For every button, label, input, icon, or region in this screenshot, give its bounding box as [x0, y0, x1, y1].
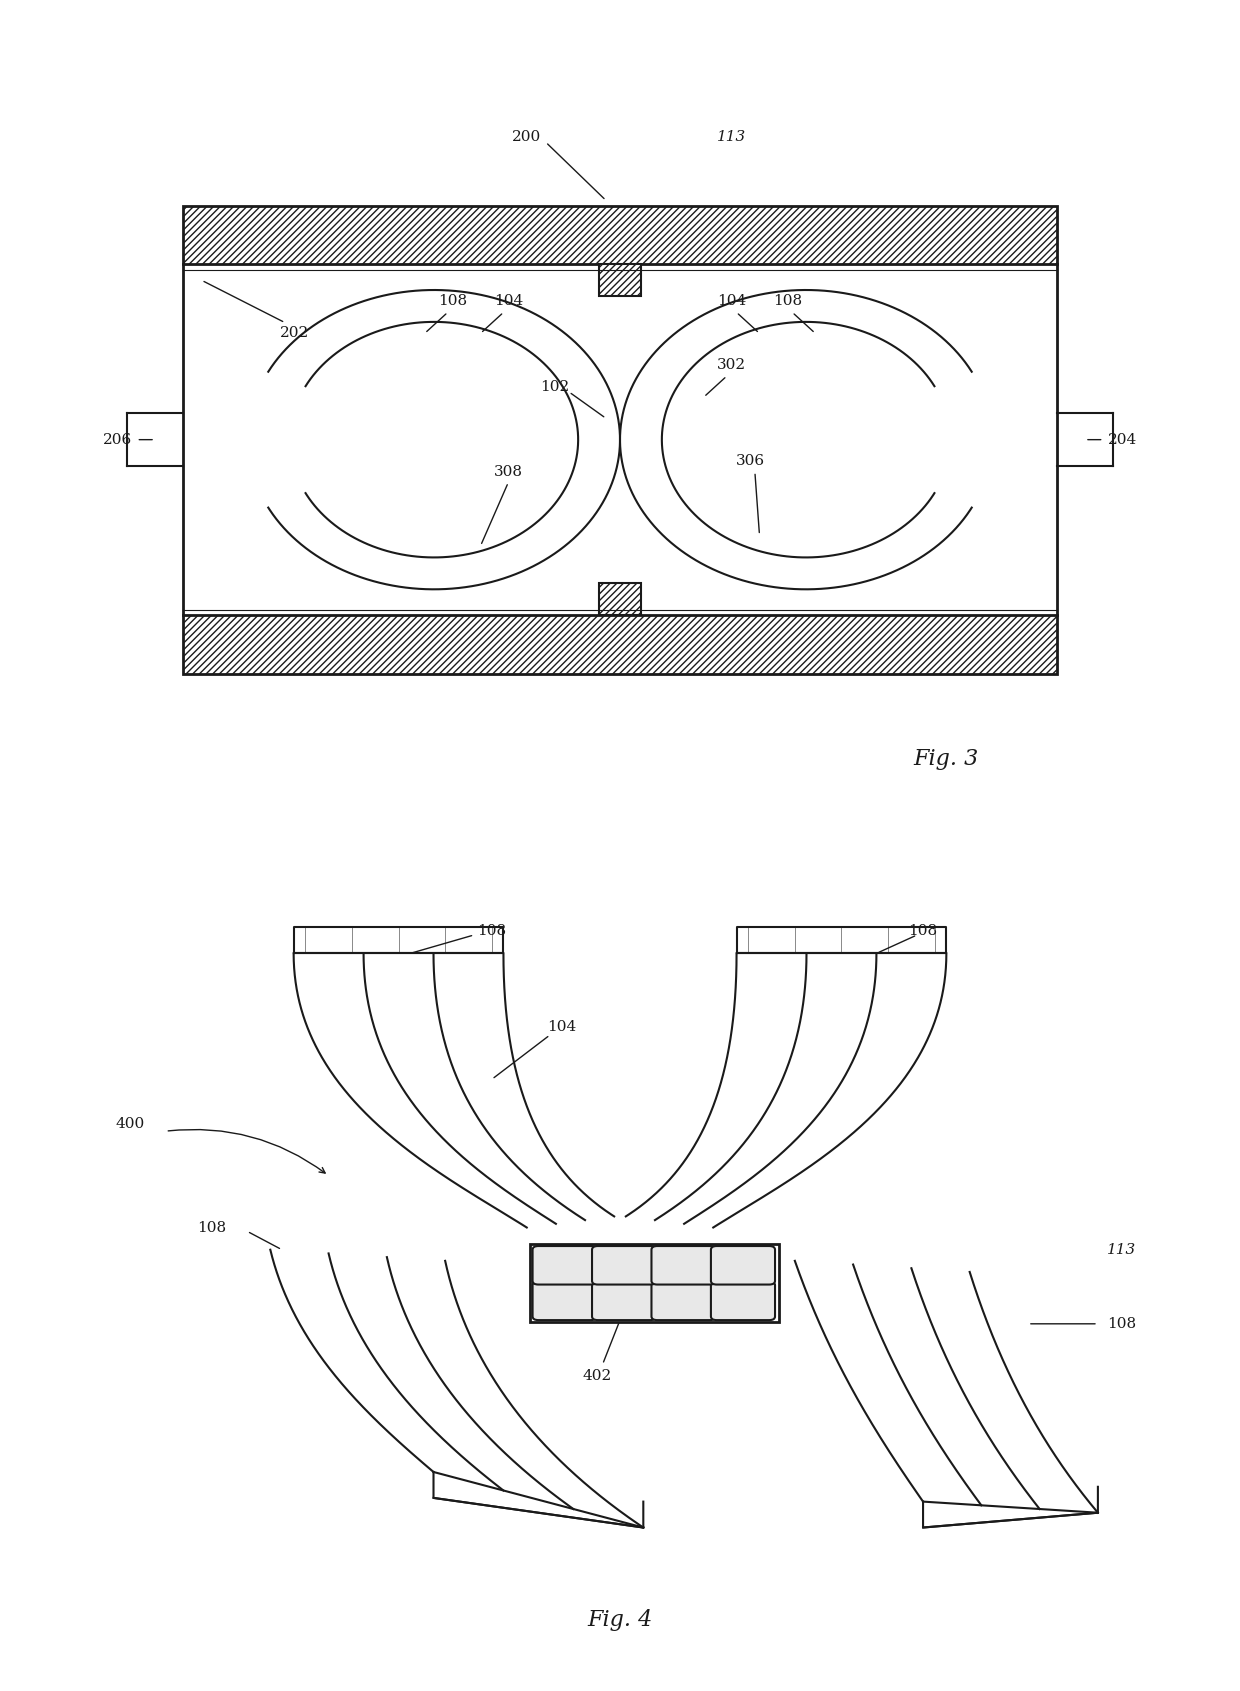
- Text: 104: 104: [547, 1020, 577, 1035]
- Text: 206: 206: [103, 433, 133, 446]
- Text: 108: 108: [197, 1221, 227, 1234]
- Bar: [184, 206, 1056, 264]
- Text: 402: 402: [582, 1368, 611, 1383]
- FancyBboxPatch shape: [533, 1246, 596, 1285]
- Text: 108: 108: [477, 925, 506, 939]
- Bar: [184, 206, 1056, 264]
- Bar: [599, 583, 641, 616]
- Bar: [599, 264, 641, 296]
- Text: 113: 113: [717, 130, 746, 144]
- Text: 204: 204: [1107, 433, 1137, 446]
- Text: 306: 306: [735, 453, 765, 468]
- Text: 200: 200: [512, 130, 542, 144]
- Text: 108: 108: [773, 294, 802, 308]
- Text: Fig. 3: Fig. 3: [913, 747, 978, 769]
- FancyBboxPatch shape: [651, 1246, 715, 1285]
- FancyBboxPatch shape: [711, 1282, 775, 1321]
- Bar: [531, 1245, 779, 1322]
- Text: 302: 302: [717, 358, 746, 372]
- Text: 108: 108: [438, 294, 467, 308]
- Bar: [599, 264, 641, 296]
- Text: 104: 104: [494, 294, 523, 308]
- Text: Fig. 4: Fig. 4: [588, 1610, 652, 1632]
- Text: 400: 400: [115, 1116, 145, 1131]
- Text: 102: 102: [541, 379, 569, 394]
- Bar: [184, 616, 1056, 673]
- Text: 202: 202: [280, 326, 309, 340]
- Text: 104: 104: [717, 294, 746, 308]
- Text: 113: 113: [1106, 1243, 1136, 1256]
- FancyBboxPatch shape: [591, 1282, 656, 1321]
- Bar: [599, 583, 641, 616]
- Text: 308: 308: [494, 465, 523, 479]
- FancyBboxPatch shape: [591, 1246, 656, 1285]
- Text: 108: 108: [1106, 1317, 1136, 1331]
- FancyBboxPatch shape: [711, 1246, 775, 1285]
- Bar: [184, 616, 1056, 673]
- FancyBboxPatch shape: [533, 1282, 596, 1321]
- Text: 108: 108: [909, 925, 937, 939]
- FancyBboxPatch shape: [651, 1282, 715, 1321]
